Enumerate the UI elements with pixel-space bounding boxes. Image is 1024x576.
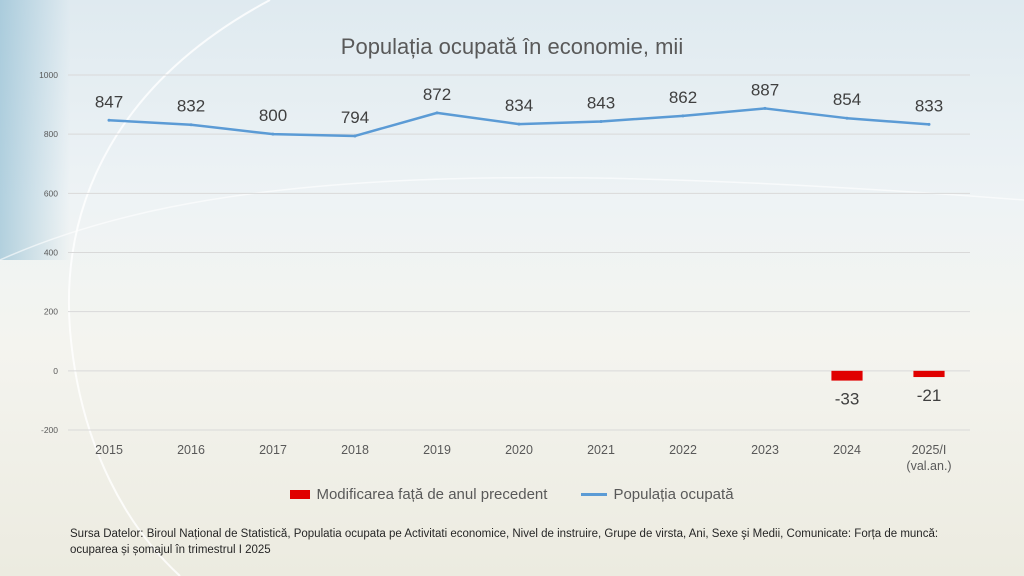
y-tick-label: 200 (44, 307, 58, 317)
x-tick-label: (val.an.) (906, 459, 951, 473)
bar-data-label: -21 (917, 386, 942, 405)
line-data-label: 872 (423, 85, 451, 104)
line-point (189, 123, 193, 127)
legend-line-label: Populația ocupată (613, 486, 734, 503)
line-data-label: 887 (751, 80, 779, 99)
x-tick-label: 2021 (587, 443, 615, 457)
line-data-label: 854 (833, 90, 861, 109)
line-data-label: 843 (587, 93, 615, 112)
y-tick-label: 0 (53, 366, 58, 376)
bar (913, 370, 945, 378)
line-data-label: 847 (95, 92, 123, 111)
line-data-label: 794 (341, 108, 369, 127)
line-point (681, 114, 685, 118)
line-point (927, 122, 931, 126)
legend-line-swatch (581, 493, 608, 496)
legend-bar-swatch (290, 490, 311, 499)
y-tick-label: 1000 (39, 70, 58, 80)
bar-data-label: -33 (835, 390, 860, 409)
x-tick-label: 2019 (423, 443, 451, 457)
x-tick-label: 2023 (751, 443, 779, 457)
source-note: Sursa Datelor: Biroul Național de Statis… (70, 528, 939, 556)
bar (831, 370, 863, 381)
y-tick-label: 600 (44, 188, 58, 198)
x-tick-label: 2022 (669, 443, 697, 457)
line-point (763, 106, 767, 110)
line-data-label: 800 (259, 106, 287, 125)
line-point (353, 134, 357, 138)
chart-title: Populația ocupată în economie, mii (340, 34, 684, 59)
x-tick-label: 2025/I (912, 443, 947, 457)
legend-item-line: Populația ocupată (581, 486, 734, 503)
line-point (435, 111, 439, 115)
line-point (271, 132, 275, 136)
x-tick-label: 2024 (833, 443, 861, 457)
y-tick-label: 400 (44, 248, 58, 258)
line-data-label: 862 (669, 88, 697, 107)
line-data-label: 834 (505, 96, 533, 115)
x-tick-label: 2017 (259, 443, 287, 457)
line-data-label: 833 (915, 96, 943, 115)
y-tick-label: 800 (44, 129, 58, 139)
x-tick-label: 2015 (95, 443, 123, 457)
line-point (517, 122, 521, 126)
line-data-label: 832 (177, 97, 205, 116)
x-tick-label: 2016 (177, 443, 205, 457)
legend-bar-label: Modificarea față de anul precedent (316, 486, 548, 503)
line-point (845, 116, 849, 120)
y-tick-label: -200 (41, 425, 58, 435)
line-point (599, 119, 603, 123)
x-tick-label: 2018 (341, 443, 369, 457)
line-point (107, 118, 111, 122)
x-tick-label: 2020 (505, 443, 533, 457)
chart-legend: Modificarea față de anul precedent Popul… (0, 486, 1024, 503)
legend-item-bar: Modificarea față de anul precedent (290, 486, 547, 503)
